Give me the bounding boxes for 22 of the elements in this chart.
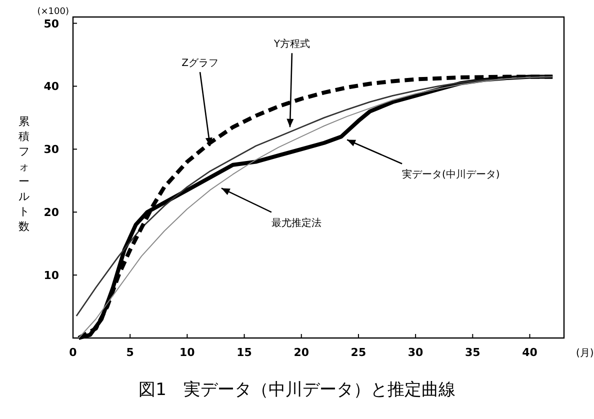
text: (×100) bbox=[37, 7, 69, 17]
x-tick-label: 5 bbox=[126, 346, 134, 359]
y-tick-label: 40 bbox=[44, 80, 60, 94]
y-tick-label: 30 bbox=[44, 143, 60, 156]
x-tick-label: 30 bbox=[408, 346, 424, 359]
y-tick-label: 20 bbox=[44, 206, 60, 220]
x-tick-label: 0 bbox=[69, 346, 78, 359]
y-axis-title: 累積フォールト数 bbox=[18, 115, 30, 233]
text: 図1 実データ（中川データ）と推定曲線 bbox=[138, 380, 456, 400]
x-axis-title: (月) bbox=[576, 348, 594, 359]
annotation: 最尤推定法 bbox=[271, 217, 322, 230]
x-tick-label: 20 bbox=[294, 346, 310, 359]
annotation: Zグラフ bbox=[182, 58, 218, 70]
annotation: 実データ(中川データ) bbox=[402, 168, 500, 181]
x-tick-label: 35 bbox=[464, 346, 480, 359]
x-tick-label: 10 bbox=[180, 346, 196, 359]
annotation: Y方程式 bbox=[272, 38, 310, 50]
x-tick-label: 25 bbox=[350, 346, 366, 359]
y-tick-label: 10 bbox=[44, 269, 60, 282]
x-tick-label: 40 bbox=[522, 346, 538, 359]
y-tick-label: 50 bbox=[44, 17, 60, 30]
x-tick-label: 15 bbox=[236, 346, 252, 359]
